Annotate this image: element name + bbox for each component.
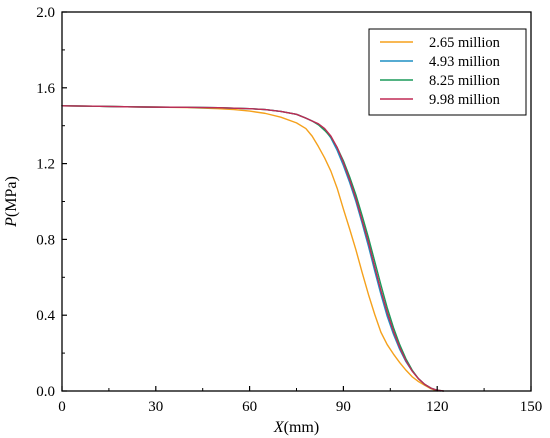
legend-box [368, 28, 527, 116]
axis-tick-labels: 0 30 60 90 120 150 0.0 0.4 0.8 1.2 1.6 2.0 [36, 5, 542, 415]
legend-items: 2.65 million 4.93 million 8.25 million 9.98… [380, 35, 501, 108]
y-tick-label: 0.8 [36, 232, 55, 248]
legend-label: 2.65 million [429, 35, 501, 51]
x-tick-label: 0 [58, 399, 66, 415]
x-tick-label: 90 [336, 399, 351, 415]
y-tick-label: 1.6 [36, 81, 55, 97]
x-axis-title: X(mm) [273, 419, 319, 436]
y-axis-variable: P [3, 217, 20, 228]
x-tick-label: 150 [520, 399, 543, 415]
y-axis-unit: (MPa) [3, 176, 20, 217]
legend-label: 9.98 million [429, 92, 501, 108]
series-line-1 [61, 105, 438, 392]
series-lines [61, 105, 445, 392]
axis-ticks [61, 11, 532, 392]
y-tick-label: 0.4 [36, 308, 55, 324]
y-tick-label: 1.2 [36, 157, 55, 173]
legend-label: 8.25 million [429, 73, 501, 89]
x-tick-label: 30 [148, 399, 163, 415]
x-tick-label: 120 [426, 399, 449, 415]
y-tick-label: 0.0 [36, 384, 55, 400]
x-tick-label: 60 [242, 399, 257, 415]
legend: 2.65 million 4.93 million 8.25 million 9.98… [368, 28, 527, 116]
series-line-4 [61, 105, 445, 392]
x-axis-variable: X [273, 419, 285, 436]
x-axis-unit: (mm) [284, 419, 320, 436]
legend-label: 4.93 million [429, 54, 501, 70]
y-axis-title: P(MPa) [3, 176, 20, 228]
y-tick-label: 2.0 [36, 5, 55, 21]
